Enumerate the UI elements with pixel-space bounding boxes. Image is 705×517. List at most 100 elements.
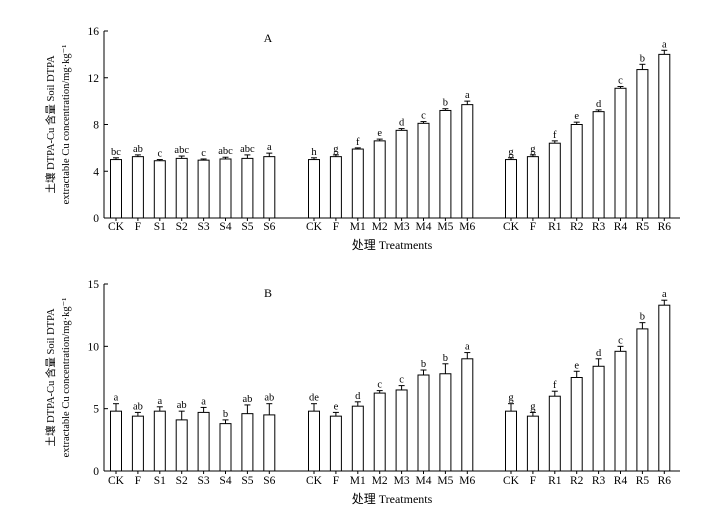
x-tick-label: M3 [394, 221, 410, 233]
y-axis-title-line2: extractable Cu concentration/mg·kg⁻¹ [61, 45, 72, 205]
bar [219, 423, 232, 472]
x-tick-label: R6 [658, 475, 672, 487]
significance-letter: d [355, 391, 361, 402]
bar [417, 374, 430, 472]
significance-letter: c [399, 375, 404, 386]
y-tick-label: 12 [88, 73, 100, 85]
x-tick-label: F [135, 221, 141, 233]
x-tick-label: F [530, 475, 536, 487]
bar [110, 410, 122, 472]
x-tick-label: CK [503, 475, 520, 487]
x-tick-label: M4 [416, 221, 432, 233]
y-axis-title-line2: extractable Cu concentration/mg·kg⁻¹ [61, 298, 72, 458]
x-tick-label: S5 [241, 221, 253, 233]
x-tick-label: M5 [437, 475, 453, 487]
bar [636, 328, 649, 472]
significance-letter: bc [111, 147, 121, 158]
significance-letter: ab [177, 400, 187, 411]
x-tick-label: S1 [154, 221, 166, 233]
x-tick-label: M5 [437, 221, 453, 233]
y-tick-label: 10 [88, 341, 100, 353]
significance-letter: a [662, 289, 667, 300]
bar [636, 69, 649, 219]
significance-letter: d [596, 348, 602, 359]
bar [570, 377, 583, 472]
bar [241, 157, 254, 219]
bar [351, 148, 364, 219]
bar [461, 104, 474, 219]
significance-letter: d [399, 118, 405, 129]
x-tick-label: CK [108, 475, 125, 487]
bar [526, 156, 539, 219]
bar [548, 395, 561, 472]
x-tick-label: M3 [394, 475, 410, 487]
x-tick-label: S6 [263, 221, 275, 233]
bar [373, 140, 386, 219]
bar [308, 159, 320, 219]
x-tick-label: R4 [614, 221, 628, 233]
significance-letter: b [640, 53, 645, 64]
x-tick-label: M1 [350, 475, 366, 487]
significance-letter: g [530, 144, 536, 155]
bar [131, 415, 144, 472]
bar [373, 392, 386, 472]
bar [505, 410, 517, 472]
significance-letter: e [574, 111, 579, 122]
y-tick-label: 5 [93, 404, 99, 416]
significance-letter: b [443, 98, 448, 109]
x-tick-label: S1 [154, 475, 166, 487]
y-tick-label: 8 [93, 120, 99, 132]
x-tick-label: S2 [176, 475, 188, 487]
x-tick-label: F [333, 475, 339, 487]
significance-letter: h [311, 147, 317, 158]
significance-letter: a [201, 396, 206, 407]
significance-letter: b [421, 359, 426, 370]
bar [329, 156, 342, 219]
bar [110, 159, 122, 219]
bar [658, 304, 671, 472]
significance-letter: c [377, 380, 382, 391]
significance-letter: b [640, 312, 645, 323]
bar [329, 415, 342, 472]
x-tick-label: R5 [636, 221, 650, 233]
significance-letter: g [530, 401, 536, 412]
significance-letter: a [114, 393, 119, 404]
x-tick-label: R4 [614, 475, 628, 487]
bar [175, 157, 188, 219]
significance-letter: a [465, 342, 470, 353]
significance-letter: g [333, 144, 339, 155]
bar [263, 414, 276, 472]
x-tick-label: R2 [570, 221, 584, 233]
significance-letter: e [334, 401, 339, 412]
significance-letter: ab [133, 144, 143, 155]
bar [439, 109, 452, 219]
x-tick-label: R6 [658, 221, 672, 233]
x-tick-label: S6 [263, 475, 275, 487]
significance-letter: f [356, 137, 360, 148]
bar [417, 122, 430, 219]
bar [153, 410, 166, 472]
x-tick-label: S4 [219, 475, 231, 487]
bar [175, 419, 188, 472]
y-axis-title-line1: 土壤 DTPA-Cu 含量 Soil DTPA [44, 308, 57, 447]
x-tick-label: S4 [219, 221, 231, 233]
x-tick-label: R3 [592, 475, 606, 487]
y-tick-label: 16 [88, 26, 100, 38]
bar [351, 405, 364, 472]
bar [219, 158, 232, 219]
x-tick-label: R3 [592, 221, 606, 233]
significance-letter: f [553, 380, 557, 391]
panel-label: A [264, 31, 273, 45]
x-axis-title: 处理 Treatments [352, 492, 433, 506]
bar [308, 410, 320, 472]
x-tick-label: CK [306, 475, 323, 487]
bar [526, 415, 539, 472]
significance-letter: ab [133, 401, 143, 412]
significance-letter: de [309, 393, 319, 404]
x-tick-label: S2 [176, 221, 188, 233]
bar [592, 111, 605, 219]
y-axis-title-line1: 土壤 DTPA-Cu 含量 Soil DTPA [44, 55, 57, 194]
bar [592, 365, 605, 472]
bar [614, 87, 627, 219]
